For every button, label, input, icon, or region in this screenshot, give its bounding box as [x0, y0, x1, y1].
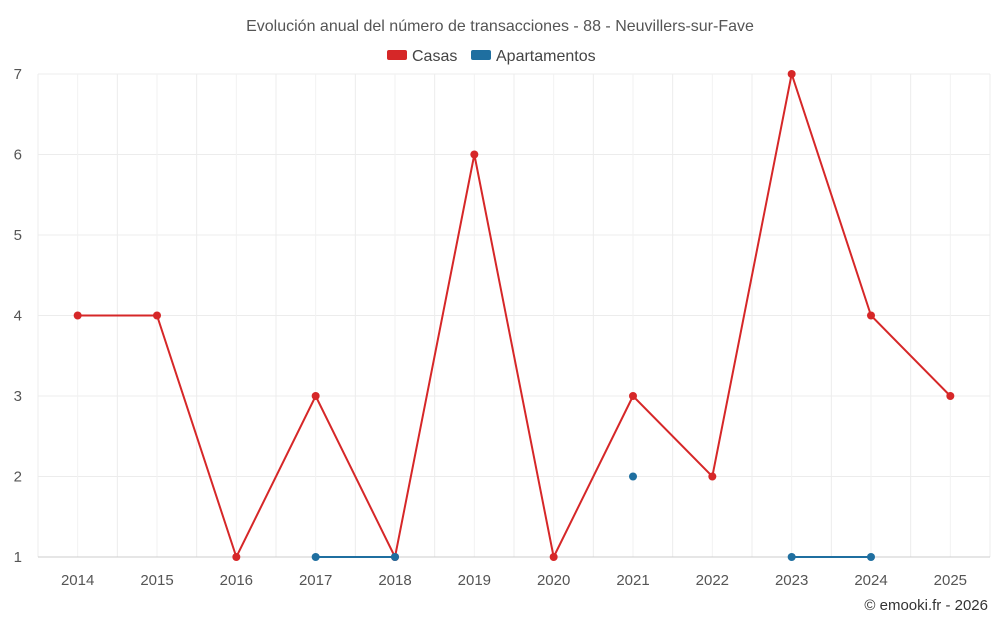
point-casas-2021[interactable]	[629, 392, 637, 400]
point-apartamentos-2018[interactable]	[391, 553, 399, 561]
y-tick-label: 6	[14, 147, 22, 164]
legend-label-apartamentos: Apartamentos	[496, 48, 596, 65]
point-casas-2014[interactable]	[73, 311, 82, 320]
point-casas-2020[interactable]	[549, 553, 558, 561]
point-casas-2015[interactable]	[153, 311, 161, 320]
chart-title: Evolución anual del número de transaccio…	[246, 18, 754, 35]
x-tick-label: 2014	[61, 572, 94, 589]
series-casas	[73, 70, 955, 561]
y-tick-label: 7	[14, 66, 22, 83]
point-casas-2025[interactable]	[946, 392, 955, 400]
legend-label-casas: Casas	[412, 48, 457, 65]
x-tick-label: 2017	[299, 572, 332, 589]
legend-swatch-casas	[387, 50, 407, 60]
y-tick-label: 1	[14, 549, 22, 566]
x-tick-label: 2020	[537, 572, 570, 589]
legend-item-casas[interactable]: Casas	[387, 48, 457, 65]
point-apartamentos-2021[interactable]	[629, 472, 637, 481]
point-casas-2019[interactable]	[470, 150, 479, 159]
y-tick-label: 5	[14, 227, 22, 244]
x-tick-label: 2015	[140, 572, 173, 589]
series-apartamentos	[311, 472, 875, 561]
point-casas-2023[interactable]	[787, 70, 796, 78]
x-tick-label: 2018	[378, 572, 411, 589]
legend: Casas Apartamentos	[387, 48, 596, 65]
series	[73, 70, 955, 561]
footer-credit: © emooki.fr - 2026	[864, 597, 988, 614]
point-casas-2016[interactable]	[232, 553, 241, 561]
x-tick-label: 2022	[696, 572, 729, 589]
point-casas-2017[interactable]	[311, 392, 320, 400]
x-tick-label: 2021	[616, 572, 649, 589]
series-line-casas	[77, 70, 952, 561]
y-tick-label: 4	[14, 308, 22, 325]
x-tick-label: 2019	[458, 572, 491, 589]
x-tick-label: 2025	[934, 572, 967, 589]
grid	[37, 73, 991, 558]
y-tick-label: 3	[14, 388, 22, 405]
legend-item-apartamentos[interactable]: Apartamentos	[471, 48, 596, 65]
x-tick-label: 2016	[220, 572, 253, 589]
x-tick-label: 2024	[854, 572, 887, 589]
axes: 1 2 3 4 5 6 7 2014 2015 2016 2017 2018 2019 2020 2021 2…	[14, 66, 990, 589]
point-apartamentos-2017[interactable]	[311, 553, 320, 561]
point-casas-2024[interactable]	[867, 311, 875, 320]
point-apartamentos-2023[interactable]	[787, 553, 796, 561]
point-casas-2022[interactable]	[708, 472, 717, 481]
point-apartamentos-2024[interactable]	[867, 553, 875, 561]
y-tick-label: 2	[14, 469, 22, 486]
x-tick-label: 2023	[775, 572, 808, 589]
legend-swatch-apartamentos	[471, 50, 491, 60]
